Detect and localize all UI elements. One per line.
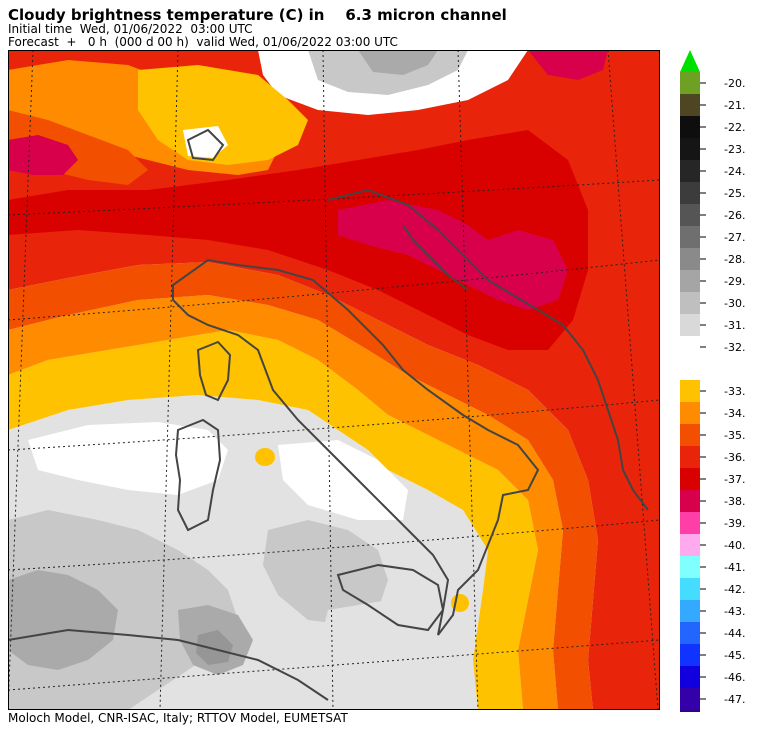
coastline-corsica <box>196 340 232 402</box>
colorbar-upper-label: -20. <box>724 77 745 90</box>
colorbar-lower-label: -41. <box>724 561 745 574</box>
graticule-meridian <box>8 50 34 710</box>
field-crimson-east <box>338 200 568 310</box>
initial-time: Initial time Wed, 01/06/2022 03:00 UTC <box>8 22 253 36</box>
map-frame <box>8 50 660 710</box>
colorbar-lower-swatch <box>680 710 700 712</box>
field-crimson-northeast <box>528 50 608 80</box>
field-yellow-blob-2 <box>229 361 247 385</box>
field-deepred-core <box>8 130 588 350</box>
colorbar-lower-swatch <box>680 402 700 424</box>
footer-credit: Moloch Model, CNR-ISAC, Italy; RTTOV Mod… <box>8 711 348 725</box>
colorbar-lower-swatch <box>680 512 700 534</box>
colorbar-lower-swatch <box>680 688 700 710</box>
field-light-south <box>318 600 463 695</box>
colorbar-upper-label: -21. <box>724 99 745 112</box>
colorbar-upper-swatch <box>680 336 700 358</box>
colorbar-upper-swatch <box>680 160 700 182</box>
coastline-italy <box>172 258 540 636</box>
colorbar-upper-label: -23. <box>724 143 745 156</box>
coastline-africa <box>8 628 329 701</box>
field-white-north-left-2 <box>183 126 228 158</box>
field-darkgray-southwest <box>8 570 118 670</box>
coastline-sardinia <box>174 418 222 532</box>
field-yellow-blob-1 <box>255 448 275 466</box>
colorbar-upper-label: -22. <box>724 121 745 134</box>
colorbar-arrow-up <box>680 50 700 72</box>
colorbar-upper-label: -28. <box>724 253 745 266</box>
colorbar-lower-label: -43. <box>724 605 745 618</box>
colorbar-upper-swatch <box>680 292 700 314</box>
coastline-north <box>186 128 225 162</box>
colorbar-lower-swatch <box>680 468 700 490</box>
colorbar-upper-label: -26. <box>724 209 745 222</box>
coastlines <box>8 128 649 701</box>
field-yellow-band <box>8 330 538 710</box>
field-white-patch-2 <box>278 440 408 520</box>
coastline-balkans <box>327 188 649 511</box>
colorbar-lower-swatch <box>680 446 700 468</box>
colorbar-upper-label: -24. <box>724 165 745 178</box>
colorbar-upper-label: -30. <box>724 297 745 310</box>
colorbar-lower-label: -37. <box>724 473 745 486</box>
title: Cloudy brightness temperature (C) in 6.3… <box>8 6 507 24</box>
coastline-sicily <box>336 563 445 632</box>
field-darkorange-band <box>8 262 598 710</box>
field-darkgray-north <box>358 50 438 75</box>
colorbar-lower-swatch <box>680 578 700 600</box>
colorbar-upper-label: -31. <box>724 319 745 332</box>
graticule-meridian <box>159 50 179 710</box>
graticule-meridian <box>322 50 334 710</box>
colorbar-upper-label: -25. <box>724 187 745 200</box>
forecast-time: Forecast + 0 h (000 d 00 h) valid Wed, 0… <box>8 35 398 49</box>
colorbar-upper-swatch <box>680 182 700 204</box>
colorbar-lower-label: -40. <box>724 539 745 552</box>
colorbar-lower-label: -39. <box>724 517 745 530</box>
colorbar-lower-swatch <box>680 600 700 622</box>
colorbar-upper-swatch <box>680 138 700 160</box>
temperature-field <box>8 50 660 710</box>
colorbar-lower-swatch <box>680 644 700 666</box>
colorbar-lower-label: -35. <box>724 429 745 442</box>
colorbar-lower-label: -36. <box>724 451 745 464</box>
colorbar-lower-label: -38. <box>724 495 745 508</box>
graticule-meridian <box>607 50 659 710</box>
colorbar-upper-swatch <box>680 314 700 336</box>
colorbar-lower-label: -34. <box>724 407 745 420</box>
graticule-meridian <box>457 50 479 710</box>
weather-map <box>8 50 660 710</box>
colorbar-lower-swatch <box>680 424 700 446</box>
field-darkestgray-blob <box>196 630 233 665</box>
colorbar-upper-label: -27. <box>724 231 745 244</box>
colorbar-upper-label: -29. <box>724 275 745 288</box>
graticule <box>8 50 660 710</box>
colorbar-lower-swatch <box>680 380 700 402</box>
field-orange-band <box>8 295 563 710</box>
coastline-adriatic-east <box>402 224 469 291</box>
colorbar-upper-swatch <box>680 248 700 270</box>
colorbar-upper-swatch <box>680 72 700 94</box>
field-crimson-west <box>8 135 78 175</box>
colorbar-lower-label: -42. <box>724 583 745 596</box>
graticule-parallel <box>8 179 660 216</box>
colorbar-upper-swatch <box>680 116 700 138</box>
colorbar-lower-swatch <box>680 666 700 688</box>
colorbar-lower-swatch <box>680 534 700 556</box>
colorbar-lower-label: -33. <box>724 385 745 398</box>
colorbar-upper-label: -32. <box>724 341 745 354</box>
colorbar-upper-swatch <box>680 270 700 292</box>
colorbar-lower-label: -47. <box>724 693 745 706</box>
colorbar-upper-swatch <box>680 226 700 248</box>
colorbar-lower-swatch <box>680 490 700 512</box>
colorbar-lower-swatch <box>680 622 700 644</box>
colorbar-lower-label: -46. <box>724 671 745 684</box>
colorbar-lower-label: -45. <box>724 649 745 662</box>
colorbar-upper-swatch <box>680 94 700 116</box>
field-yellow-northwest <box>138 65 308 165</box>
colorbar-upper-swatch <box>680 204 700 226</box>
colorbar-lower-label: -44. <box>724 627 745 640</box>
colorbar: -20. -21. -22. -23. -24. -25. -26. -27. -28. -29.… <box>680 50 745 712</box>
colorbar-lower-swatch <box>680 556 700 578</box>
